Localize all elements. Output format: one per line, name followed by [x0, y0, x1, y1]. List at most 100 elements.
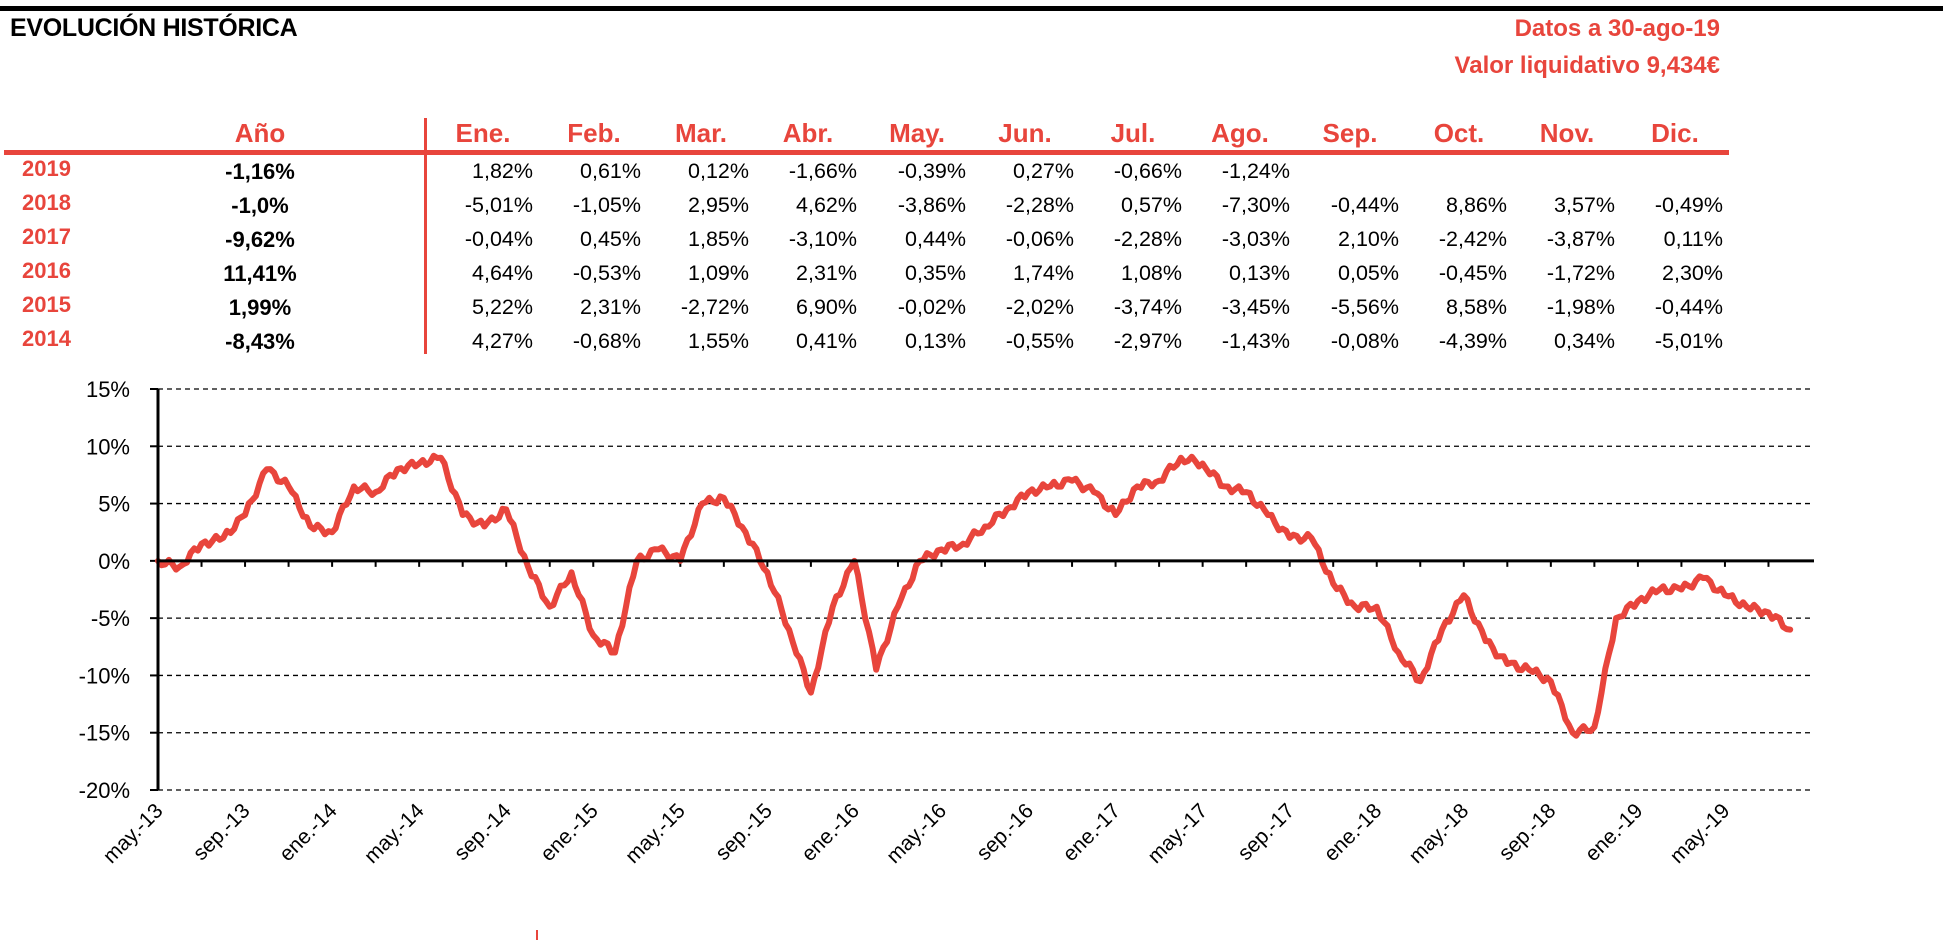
month-return-cell: -0,68%: [572, 329, 641, 353]
column-header: Abr.: [782, 118, 834, 148]
x-tick-label: may.-17: [1143, 799, 1212, 868]
month-return-cell: 0,61%: [580, 159, 641, 183]
data-date-label: Datos a 30-ago-19: [1514, 15, 1720, 42]
table-row: 2014 -8,43% 4,27% -0,68% 1,55% 0,41% 0,13% -0,5…: [0, 326, 1943, 360]
month-return-cell: -0,66%: [1113, 159, 1182, 183]
month-return-cell: 6,90%: [796, 295, 857, 319]
month-return-cell: -4,39%: [1438, 329, 1507, 353]
row-year: 2014: [22, 326, 71, 351]
row-annual-return: -1,16%: [225, 159, 295, 184]
column-header: Mar.: [674, 118, 728, 148]
month-return-cell: -2,02%: [1005, 295, 1074, 319]
month-return-cell: -5,56%: [1330, 295, 1399, 319]
month-return-cell: 1,82%: [472, 159, 533, 183]
column-header: Jun.: [998, 118, 1052, 148]
month-return-cell: -0,08%: [1330, 329, 1399, 353]
month-return-cell: -1,05%: [572, 193, 641, 217]
month-return-cell: -1,43%: [1221, 329, 1290, 353]
month-return-cell: 3,57%: [1554, 193, 1615, 217]
row-annual-return: 11,41%: [223, 261, 297, 286]
month-return-cell: 0,13%: [905, 329, 966, 353]
x-tick-label: ene.-15: [536, 799, 603, 866]
column-header: Dic.: [1651, 118, 1699, 148]
y-tick-label: 0%: [98, 549, 130, 574]
month-return-cell: 4,64%: [472, 261, 533, 285]
month-return-cell: -2,28%: [1113, 227, 1182, 251]
table-row: 2018 -1,0% -5,01% -1,05% 2,95% 4,62% -3,86% -2,…: [0, 190, 1943, 224]
month-return-cell: -3,87%: [1546, 227, 1615, 251]
month-return-cell: -0,04%: [464, 227, 533, 251]
month-return-cell: -3,86%: [897, 193, 966, 217]
column-header: Año: [234, 118, 286, 148]
month-return-cell: -3,74%: [1113, 295, 1182, 319]
month-return-cell: -2,42%: [1438, 227, 1507, 251]
month-return-cell: -5,01%: [1654, 329, 1723, 353]
month-return-cell: -5,01%: [464, 193, 533, 217]
x-tick-label: may.-19: [1666, 799, 1735, 868]
month-return-cell: 1,55%: [688, 329, 749, 353]
column-header: Nov.: [1539, 118, 1595, 148]
historical-performance-chart: 15% 10% 5% 0% -5% -10% -15% -20% may.-13 sep.-13…: [79, 377, 1814, 868]
month-return-cell: -1,72%: [1546, 261, 1615, 285]
y-tick-label: 10%: [86, 434, 130, 459]
column-header: May.: [889, 118, 945, 148]
row-year: 2016: [22, 258, 71, 283]
y-tick-label: 5%: [98, 492, 130, 517]
month-return-cell: 4,62%: [796, 193, 857, 217]
x-tick-label: ene.-17: [1058, 799, 1125, 866]
month-return-cell: 0,35%: [905, 261, 966, 285]
table-header-rule: [4, 150, 1729, 155]
month-return-cell: 0,27%: [1013, 159, 1074, 183]
column-header: Jul.: [1110, 118, 1156, 148]
footer-marker: [536, 930, 538, 940]
x-tick-label: ene.-14: [275, 799, 342, 866]
month-return-cell: 0,12%: [688, 159, 749, 183]
month-return-cell: 5,22%: [472, 295, 533, 319]
x-tick-label: may.-15: [621, 799, 690, 868]
x-tick-label: may.-16: [882, 799, 951, 868]
x-tick-label: ene.-19: [1581, 799, 1648, 866]
x-tick-label: sep.-16: [972, 799, 1038, 865]
month-return-cell: 4,27%: [472, 329, 533, 353]
month-return-cell: 2,31%: [580, 295, 641, 319]
month-return-cell: 0,57%: [1121, 193, 1182, 217]
x-tick-label: sep.-13: [189, 799, 255, 865]
month-return-cell: 0,44%: [905, 227, 966, 251]
y-tick-label: -5%: [91, 606, 130, 631]
month-return-cell: 2,10%: [1338, 227, 1399, 251]
month-return-cell: 2,30%: [1662, 261, 1723, 285]
month-return-cell: 8,58%: [1446, 295, 1507, 319]
month-return-cell: -0,06%: [1005, 227, 1074, 251]
x-tick-label: ene.-18: [1320, 799, 1387, 866]
y-axis-ticks: 15% 10% 5% 0% -5% -10% -15% -20%: [79, 377, 158, 803]
month-return-cell: 8,86%: [1446, 193, 1507, 217]
x-tick-label: sep.-14: [450, 799, 516, 865]
month-return-cell: 0,13%: [1229, 261, 1290, 285]
y-tick-label: 15%: [86, 377, 130, 402]
month-return-cell: 1,74%: [1013, 261, 1074, 285]
table-row: 2017 -9,62% -0,04% 0,45% 1,85% -3,10% 0,44% -0,…: [0, 224, 1943, 258]
month-return-cell: -3,10%: [788, 227, 857, 251]
month-return-cell: 0,41%: [796, 329, 857, 353]
x-tick-label: may.-13: [99, 799, 168, 868]
y-tick-label: -10%: [79, 663, 130, 688]
month-return-cell: -2,72%: [680, 295, 749, 319]
column-header: Ene.: [455, 118, 511, 148]
month-return-cell: 1,09%: [688, 261, 749, 285]
top-rule: [0, 6, 1943, 11]
month-return-cell: -1,98%: [1546, 295, 1615, 319]
month-return-cell: -0,39%: [897, 159, 966, 183]
column-header: Ago.: [1211, 118, 1269, 148]
x-tick-label: may.-14: [360, 799, 429, 868]
x-tick-label: sep.-18: [1495, 799, 1561, 865]
table-row: 2019 -1,16% 1,82% 0,61% 0,12% -1,66% -0,39% 0,2…: [0, 156, 1943, 190]
month-return-cell: 1,85%: [688, 227, 749, 251]
month-return-cell: 2,95%: [688, 193, 749, 217]
month-return-cell: -7,30%: [1221, 193, 1290, 217]
column-header: Feb.: [567, 118, 621, 148]
row-annual-return: 1,99%: [228, 295, 292, 320]
x-tick-label: may.-18: [1405, 799, 1474, 868]
row-annual-return: -1,0%: [231, 193, 289, 218]
column-header: Sep.: [1322, 118, 1378, 148]
monthly-returns-table: Año Ene. Feb. Mar. Abr. May. Jun. Jul. Ago. Sep. O…: [0, 0, 1943, 360]
